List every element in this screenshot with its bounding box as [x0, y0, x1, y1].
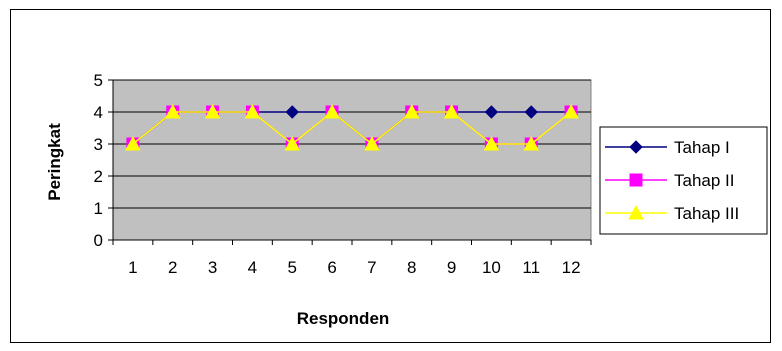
x-tick-label-2: 2	[168, 258, 177, 277]
legend-label-3: Tahap III	[674, 204, 739, 223]
series-line-3	[132, 111, 572, 145]
y-tick-label-5: 5	[94, 71, 103, 90]
x-tick-label-12: 12	[562, 258, 581, 277]
y-tick-label-3: 3	[94, 135, 103, 154]
x-tick-label-1: 1	[128, 258, 137, 277]
point-s3-3	[204, 103, 221, 119]
y-tick-label-4: 4	[94, 103, 103, 122]
x-tick-label-9: 9	[447, 258, 456, 277]
point-s1-10	[484, 105, 499, 119]
x-tick-label-3: 3	[208, 258, 217, 277]
point-s3-11	[523, 135, 540, 151]
legend: Tahap I Tahap II Tahap III	[599, 126, 768, 235]
x-tick-label-7: 7	[367, 258, 376, 277]
point-s3-8	[403, 103, 420, 119]
point-s3-7	[364, 135, 380, 151]
x-tick-label-10: 10	[482, 258, 501, 277]
point-s1-11	[524, 105, 538, 119]
x-tick-label-4: 4	[248, 258, 257, 277]
y-tick-labels: 0 1 2 3 4 5	[94, 71, 103, 250]
grid-lines	[113, 79, 591, 209]
x-tick-labels: 1 2 3 4 5 6 7 8 9 10 11 12	[128, 258, 580, 277]
point-s3-4	[244, 103, 261, 119]
legend-marker-1	[629, 140, 643, 154]
legend-marker-3	[628, 204, 644, 220]
legend-label-2: Tahap II	[674, 171, 735, 190]
x-tick-label-11: 11	[522, 258, 540, 277]
y-tick-label-0: 0	[94, 231, 103, 250]
x-axis-title: Responden	[297, 309, 390, 328]
point-s3-6	[324, 103, 340, 119]
y-tick-label-1: 1	[94, 199, 103, 218]
x-tick-label-5: 5	[288, 258, 297, 277]
axes	[108, 79, 592, 245]
plot-area	[112, 79, 592, 241]
point-s3-12	[563, 103, 579, 119]
point-s3-5	[284, 135, 301, 151]
point-s3-1	[125, 135, 141, 151]
point-s1-5	[285, 105, 299, 119]
y-axis-title: Peringkat	[45, 123, 64, 201]
legend-label-1: Tahap I	[674, 138, 730, 157]
y-tick-label-2: 2	[94, 167, 103, 186]
legend-marker-2	[629, 173, 643, 187]
point-s3-10	[483, 135, 500, 151]
point-s3-9	[443, 103, 460, 119]
point-s3-2	[164, 103, 181, 119]
series-group	[125, 103, 579, 151]
x-tick-label-6: 6	[327, 258, 336, 277]
x-tick-label-8: 8	[407, 258, 416, 277]
